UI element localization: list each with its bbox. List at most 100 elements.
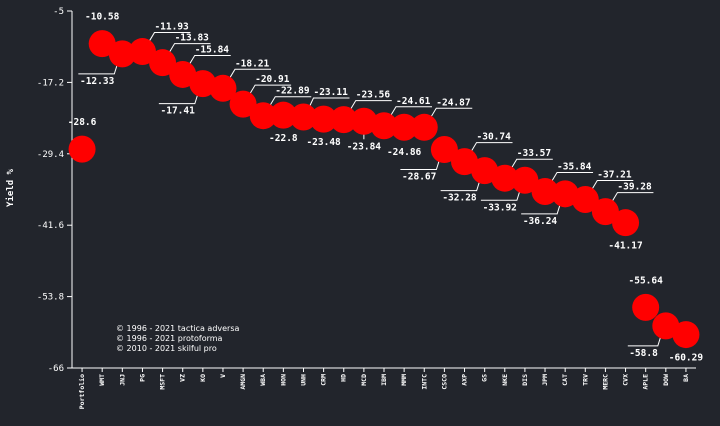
data-label: -18.21 [235, 58, 270, 69]
data-label: -10.58 [85, 12, 120, 23]
data-point [289, 103, 317, 131]
y-axis-label: Yield % [5, 168, 16, 207]
data-label: -20.91 [255, 74, 290, 85]
data-label: -41.17 [608, 241, 642, 252]
data-point [229, 90, 257, 118]
data-label: -32.28 [442, 193, 477, 204]
x-tick-label: CAT [561, 374, 569, 386]
data-points [68, 30, 700, 349]
data-point [330, 106, 358, 134]
data-label: -33.57 [517, 148, 551, 159]
data-label: -36.24 [523, 216, 558, 227]
data-labels: -28.6 -10.58 -12.33 -11.93-13.83-15.84 -17.4… [68, 12, 704, 364]
data-label: -55.64 [629, 275, 664, 286]
x-tick-label: TRV [581, 374, 589, 386]
data-label: -30.74 [477, 132, 512, 143]
y-tick-label: -41.6 [37, 221, 64, 231]
x-tick-label: AXP [461, 374, 469, 386]
data-point [410, 113, 438, 141]
x-tick-label: JPM [541, 374, 549, 386]
y-tick-label: -17.2 [37, 78, 64, 88]
x-tick-label: KO [199, 374, 207, 382]
data-label: -39.28 [617, 182, 652, 193]
data-point [310, 105, 338, 133]
data-point [591, 198, 619, 226]
data-label: -35.84 [557, 161, 592, 172]
credit-line: © 1996 - 2021 tactica adversa [116, 324, 240, 333]
x-tick-label: AMGN [239, 374, 247, 390]
data-point [350, 107, 378, 135]
data-point [169, 60, 197, 88]
x-tick-label: CSCO [440, 374, 448, 390]
x-tick-label: HON [279, 374, 287, 386]
x-tick-label: NKE [501, 374, 509, 386]
x-tick-label: MMM [400, 374, 408, 386]
data-point [531, 177, 559, 205]
x-tick-label: VZ [179, 374, 187, 382]
x-tick-label: V [219, 374, 227, 378]
x-tick-label: IBM [380, 374, 388, 386]
x-tick-label: CVX [622, 374, 630, 386]
data-point [652, 312, 680, 340]
data-label: -23.56 [356, 90, 391, 101]
x-tick-label: GS [481, 374, 489, 382]
data-label: -15.84 [195, 44, 230, 55]
credits: © 1996 - 2021 tactica adversa © 1996 - 2… [116, 324, 240, 353]
data-point [88, 30, 116, 58]
x-tick-label: MERC [601, 374, 609, 390]
data-label: -33.92 [483, 202, 517, 213]
x-tick-label: BA [682, 374, 690, 382]
data-point [209, 74, 237, 102]
x-tick-label: WBA [259, 374, 267, 386]
data-point [108, 40, 136, 68]
y-tick-label: -29.4 [37, 150, 64, 160]
x-tick-label: INTC [420, 374, 428, 390]
data-point [571, 186, 599, 214]
data-label: -37.21 [597, 170, 632, 181]
x-tick-label: MCD [360, 374, 368, 386]
data-point [189, 70, 217, 98]
data-point [672, 321, 700, 349]
x-tick-label: CRM [320, 374, 328, 386]
x-tick-label: DIS [521, 374, 529, 386]
data-label: -23.84 [347, 141, 382, 152]
data-point [149, 49, 177, 77]
data-label: -24.86 [387, 147, 422, 158]
data-point [68, 135, 96, 163]
credit-line: © 1996 - 2021 protoforma [116, 334, 223, 343]
x-tick-label: Portfolio [78, 374, 86, 409]
data-label: -28.6 [68, 117, 97, 128]
data-point [249, 102, 277, 130]
data-point [430, 136, 458, 164]
data-label: -60.29 [669, 353, 704, 364]
y-tick-label: -53.8 [37, 293, 64, 303]
data-point [491, 164, 519, 192]
data-label: -24.61 [396, 96, 431, 107]
data-label: -24.87 [436, 97, 470, 108]
credit-line: © 2010 - 2021 skilful pro [116, 344, 217, 353]
y-tick-label: -5 [53, 7, 64, 17]
x-tick-label: JNJ [118, 374, 126, 386]
data-point [511, 166, 539, 194]
x-tick-label: WMT [98, 374, 106, 386]
data-label: -22.8 [269, 133, 298, 144]
y-tick-label: -66 [48, 364, 64, 374]
data-point [451, 148, 479, 176]
data-point [370, 112, 398, 140]
x-tick-label: MSFT [159, 374, 167, 390]
data-label: -17.41 [161, 106, 196, 117]
data-label: -58.8 [629, 348, 658, 359]
data-label: -13.83 [175, 33, 210, 44]
data-point [390, 113, 418, 141]
data-point [632, 293, 660, 321]
x-tick-label: DOW [662, 374, 670, 386]
data-label: -23.11 [313, 87, 348, 98]
x-tick-label: UNH [299, 374, 307, 386]
data-point [612, 209, 640, 237]
x-tick-label: HD [340, 374, 348, 382]
x-tick-label: PG [138, 374, 146, 382]
axes: -5 -17.2 -29.4 -41.6 -53.8 -66 Portfolio WMT JNJ… [37, 7, 696, 409]
data-label: -23.48 [306, 137, 341, 148]
data-label: -11.93 [154, 22, 189, 33]
